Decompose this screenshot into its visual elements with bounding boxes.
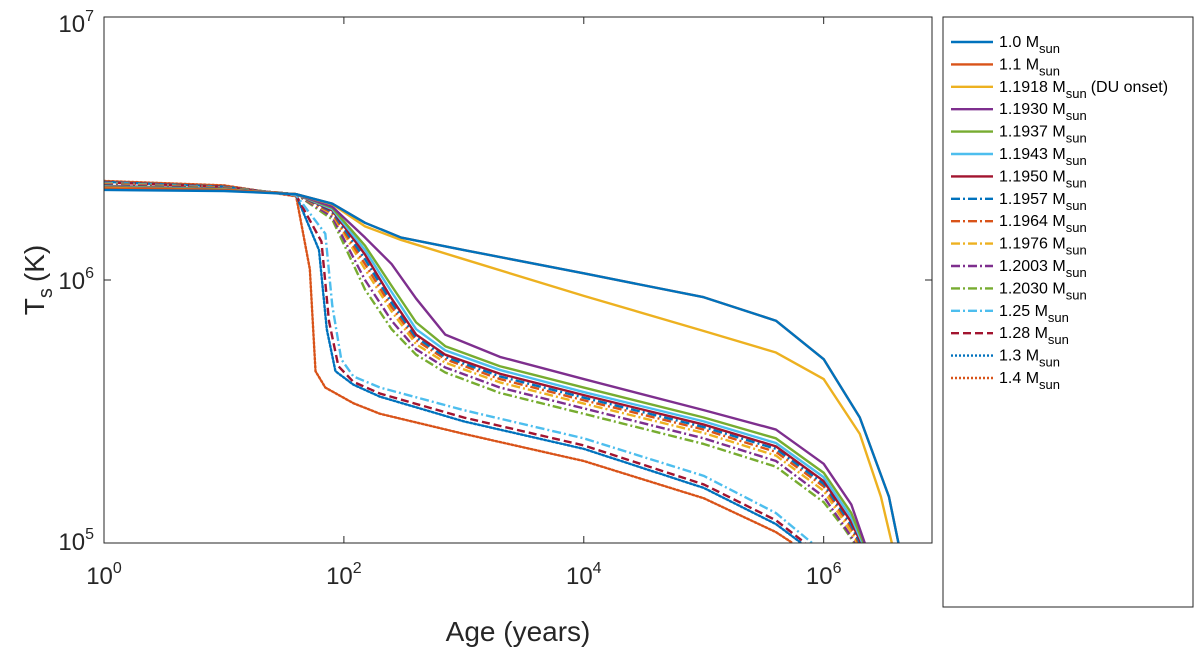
legend-entry: 1.2003 Msun — [951, 258, 1087, 280]
y-tick-base: 10 — [58, 268, 85, 295]
x-tick-exp: 4 — [593, 560, 602, 577]
legend-label: 1.3 Msun — [999, 348, 1060, 370]
legend-entry: 1.25 Msun — [951, 303, 1069, 325]
legend-mass: 1.1943 M — [999, 146, 1066, 163]
x-tick-exp: 6 — [833, 560, 842, 577]
legend-entry: 1.28 Msun — [951, 325, 1069, 347]
x-tick-label: 102 — [326, 560, 362, 590]
legend-label: 1.1918 Msun (DU onset) — [999, 79, 1168, 101]
y-tick-label: 107 — [58, 8, 94, 38]
y-axis-label-unit: (K) — [19, 245, 50, 282]
legend-label: 1.0 Msun — [999, 34, 1060, 56]
legend-sub: sun — [1039, 41, 1060, 56]
legend-suffix: (DU onset) — [1091, 79, 1168, 96]
legend-label: 1.1930 Msun — [999, 101, 1087, 123]
legend-sub: sun — [1066, 243, 1087, 258]
plot-background — [104, 17, 932, 543]
legend-mass: 1.3 M — [999, 348, 1039, 365]
x-tick-label: 104 — [566, 560, 602, 590]
legend-sub: sun — [1039, 355, 1060, 370]
series-line-1-0 — [104, 188, 900, 543]
legend-mass: 1.25 M — [999, 303, 1048, 320]
legend-label: 1.1937 Msun — [999, 124, 1087, 146]
y-axis-label-main: T — [19, 298, 50, 315]
legend-sub: sun — [1039, 63, 1060, 78]
legend-label: 1.1950 Msun — [999, 168, 1087, 190]
legend-mass: 1.4 M — [999, 370, 1039, 387]
legend-mass: 1.1 M — [999, 56, 1039, 73]
legend-sub: sun — [1066, 153, 1087, 168]
legend-sub: sun — [1048, 310, 1069, 325]
legend-sub: sun — [1066, 108, 1087, 123]
legend-label: 1.1 Msun — [999, 56, 1060, 78]
y-axis-label: Ts (K) — [19, 245, 57, 315]
legend-label: 1.1976 Msun — [999, 236, 1087, 258]
x-tick-exp: 2 — [353, 560, 362, 577]
legend-entry: 1.1930 Msun — [951, 101, 1087, 123]
legend-sub: sun — [1048, 332, 1069, 347]
legend-label: 1.1964 Msun — [999, 213, 1087, 235]
legend-label: 1.1943 Msun — [999, 146, 1087, 168]
legend-entry: 1.4 Msun — [951, 370, 1060, 392]
legend-label: 1.2030 Msun — [999, 280, 1087, 302]
legend-label: 1.28 Msun — [999, 325, 1069, 347]
legend-sub: sun — [1066, 131, 1087, 146]
x-tick-base: 10 — [566, 563, 593, 590]
legend-sub: sun — [1066, 175, 1087, 190]
legend-sub: sun — [1066, 220, 1087, 235]
y-tick-exp: 7 — [85, 8, 94, 25]
legend-entry: 1.1964 Msun — [951, 213, 1087, 235]
y-tick-exp: 5 — [85, 526, 94, 543]
legend-mass: 1.1964 M — [999, 213, 1066, 230]
legend-sub: sun — [1066, 86, 1087, 101]
legend-mass: 1.1937 M — [999, 124, 1066, 141]
legend-sub: sun — [1066, 198, 1087, 213]
legend-label: 1.1957 Msun — [999, 191, 1087, 213]
legend-sub: sun — [1066, 265, 1087, 280]
legend-entry: 1.1937 Msun — [951, 124, 1087, 146]
legend-sub: sun — [1066, 287, 1087, 302]
legend-mass: 1.1957 M — [999, 191, 1066, 208]
y-tick-label: 105 — [58, 526, 94, 556]
x-tick-base: 10 — [86, 563, 113, 590]
legend-mass: 1.0 M — [999, 34, 1039, 51]
legend-mass: 1.1976 M — [999, 236, 1066, 253]
x-axis-label: Age (years) — [446, 616, 591, 647]
legend-box — [942, 16, 1194, 608]
legend-mass: 1.28 M — [999, 325, 1048, 342]
x-axis: 100 102 104 106 — [86, 17, 842, 590]
legend-entry: 1.1976 Msun — [951, 236, 1087, 258]
legend-label: 1.25 Msun — [999, 303, 1069, 325]
legend-entry: 1.2030 Msun — [951, 280, 1087, 302]
y-axis-label-sub: s — [35, 288, 57, 298]
legend-mass: 1.1918 M — [999, 79, 1066, 96]
x-tick-label: 100 — [86, 560, 122, 590]
legend-label: 1.4 Msun — [999, 370, 1060, 392]
y-tick-base: 10 — [58, 529, 85, 556]
legend-entry: 1.1943 Msun — [951, 146, 1087, 168]
y-tick-exp: 6 — [85, 265, 94, 282]
series-layer — [104, 179, 900, 543]
y-tick-base: 10 — [58, 11, 85, 38]
legend-entry: 1.1957 Msun — [951, 191, 1087, 213]
legend-entry: 1.1918 Msun (DU onset) — [951, 79, 1168, 101]
legend-entry: 1.1 Msun — [951, 56, 1060, 78]
x-tick-exp: 0 — [113, 560, 122, 577]
legend-mass: 1.2030 M — [999, 280, 1066, 297]
legend-mass: 1.2003 M — [999, 258, 1066, 275]
legend-entry: 1.0 Msun — [951, 34, 1060, 56]
legend-entry: 1.3 Msun — [951, 348, 1060, 370]
legend-mass: 1.1930 M — [999, 101, 1066, 118]
y-tick-label: 106 — [58, 265, 94, 295]
x-tick-label: 106 — [806, 560, 842, 590]
legend-label: 1.2003 Msun — [999, 258, 1087, 280]
legend-mass: 1.1950 M — [999, 168, 1066, 185]
x-tick-base: 10 — [326, 563, 353, 590]
x-tick-base: 10 — [806, 563, 833, 590]
legend-sub: sun — [1039, 377, 1060, 392]
legend-entry: 1.1950 Msun — [951, 168, 1087, 190]
